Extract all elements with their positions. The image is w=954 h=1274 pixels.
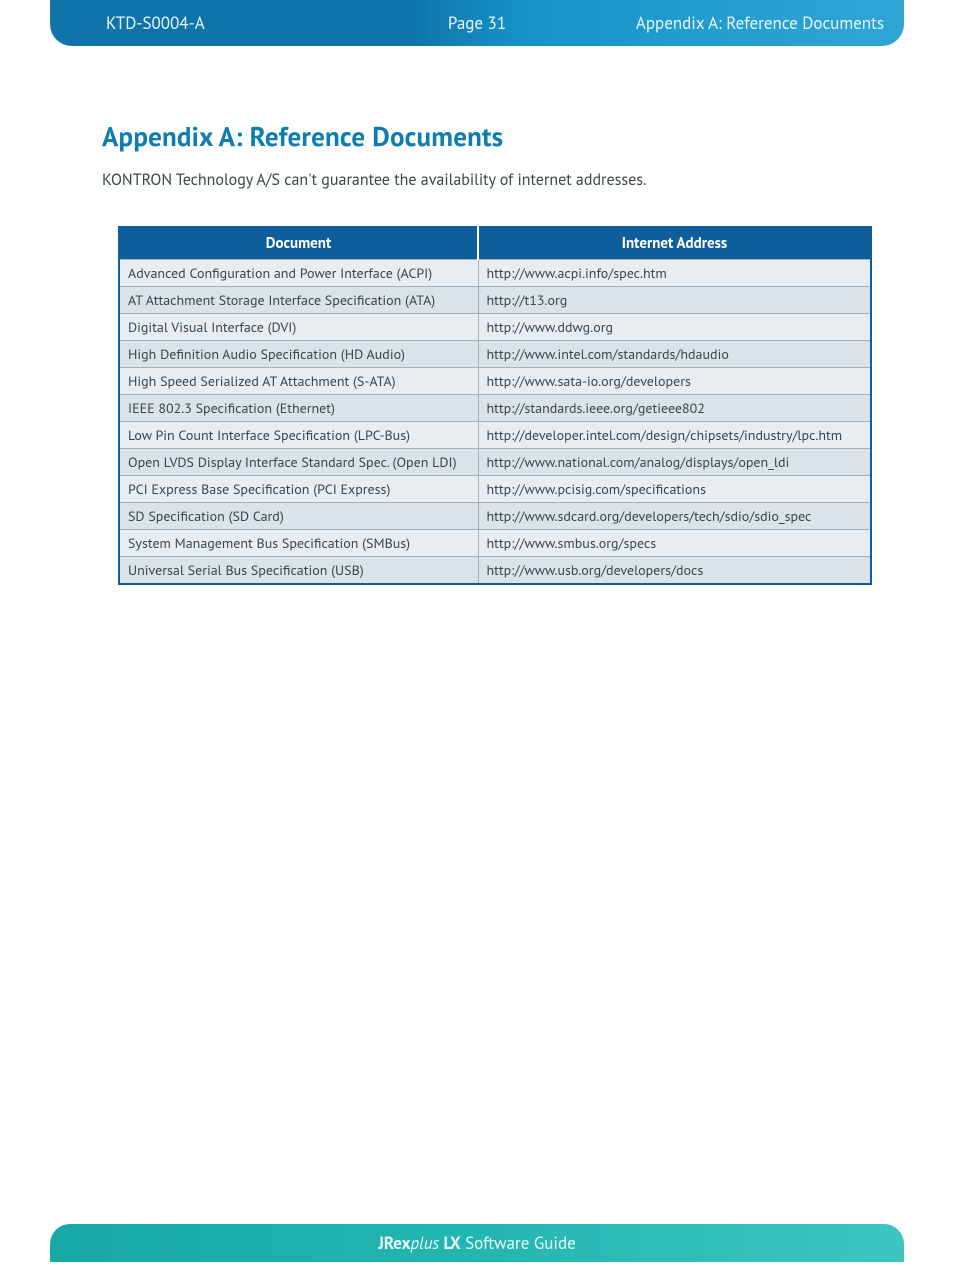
cell-document: AT Attachment Storage Interface Specific… <box>119 287 478 314</box>
footer-title: JRexplus LX Software Guide <box>378 1232 576 1254</box>
cell-address: http://www.smbus.org/specs <box>478 530 871 557</box>
cell-address: http://www.ddwg.org <box>478 314 871 341</box>
cell-document: High Definition Audio Specification (HD … <box>119 341 478 368</box>
page-content: Appendix A: Reference Documents KONTRON … <box>102 120 854 585</box>
footer-part4: Software Guide <box>461 1232 576 1254</box>
cell-document: Low Pin Count Interface Specification (L… <box>119 422 478 449</box>
cell-address: http://standards.ieee.org/getieee802 <box>478 395 871 422</box>
intro-text: KONTRON Technology A/S can't guarantee t… <box>102 170 854 190</box>
table-row: Advanced Configuration and Power Interfa… <box>119 260 871 287</box>
footer-part3: LX <box>439 1232 460 1254</box>
page-header-bar: KTD-S0004-A Page 31 Appendix A: Referenc… <box>50 0 904 46</box>
table-row: Low Pin Count Interface Specification (L… <box>119 422 871 449</box>
cell-document: Advanced Configuration and Power Interfa… <box>119 260 478 287</box>
table-row: Open LVDS Display Interface Standard Spe… <box>119 449 871 476</box>
table-row: PCI Express Base Specification (PCI Expr… <box>119 476 871 503</box>
table-row: High Definition Audio Specification (HD … <box>119 341 871 368</box>
table-row: SD Specification (SD Card)http://www.sdc… <box>119 503 871 530</box>
cell-document: PCI Express Base Specification (PCI Expr… <box>119 476 478 503</box>
cell-document: Digital Visual Interface (DVI) <box>119 314 478 341</box>
cell-address: http://developer.intel.com/design/chipse… <box>478 422 871 449</box>
cell-address: http://t13.org <box>478 287 871 314</box>
cell-address: http://www.pcisig.com/specifications <box>478 476 871 503</box>
table-row: Digital Visual Interface (DVI)http://www… <box>119 314 871 341</box>
page-title: Appendix A: Reference Documents <box>102 120 854 154</box>
cell-document: System Management Bus Specification (SMB… <box>119 530 478 557</box>
cell-document: Universal Serial Bus Specification (USB) <box>119 557 478 585</box>
page-number: Page 31 <box>448 12 506 34</box>
cell-address: http://www.usb.org/developers/docs <box>478 557 871 585</box>
doc-code: KTD-S0004-A <box>106 12 205 34</box>
table-row: High Speed Serialized AT Attachment (S-A… <box>119 368 871 395</box>
table-row: IEEE 802.3 Specification (Ethernet)http:… <box>119 395 871 422</box>
reference-table-wrap: Document Internet Address Advanced Confi… <box>118 226 872 585</box>
footer-part1: JRex <box>378 1232 410 1254</box>
section-label: Appendix A: Reference Documents <box>636 12 884 34</box>
page-footer-bar: JRexplus LX Software Guide <box>50 1224 904 1262</box>
reference-table: Document Internet Address Advanced Confi… <box>118 226 872 585</box>
cell-address: http://www.intel.com/standards/hdaudio <box>478 341 871 368</box>
cell-document: IEEE 802.3 Specification (Ethernet) <box>119 395 478 422</box>
cell-address: http://www.sdcard.org/developers/tech/sd… <box>478 503 871 530</box>
col-header-address: Internet Address <box>478 227 871 260</box>
table-header-row: Document Internet Address <box>119 227 871 260</box>
cell-document: Open LVDS Display Interface Standard Spe… <box>119 449 478 476</box>
cell-document: SD Specification (SD Card) <box>119 503 478 530</box>
table-row: AT Attachment Storage Interface Specific… <box>119 287 871 314</box>
table-row: System Management Bus Specification (SMB… <box>119 530 871 557</box>
cell-address: http://www.sata-io.org/developers <box>478 368 871 395</box>
cell-address: http://www.national.com/analog/displays/… <box>478 449 871 476</box>
footer-part2: plus <box>411 1232 440 1254</box>
table-row: Universal Serial Bus Specification (USB)… <box>119 557 871 585</box>
cell-address: http://www.acpi.info/spec.htm <box>478 260 871 287</box>
col-header-document: Document <box>119 227 478 260</box>
cell-document: High Speed Serialized AT Attachment (S-A… <box>119 368 478 395</box>
